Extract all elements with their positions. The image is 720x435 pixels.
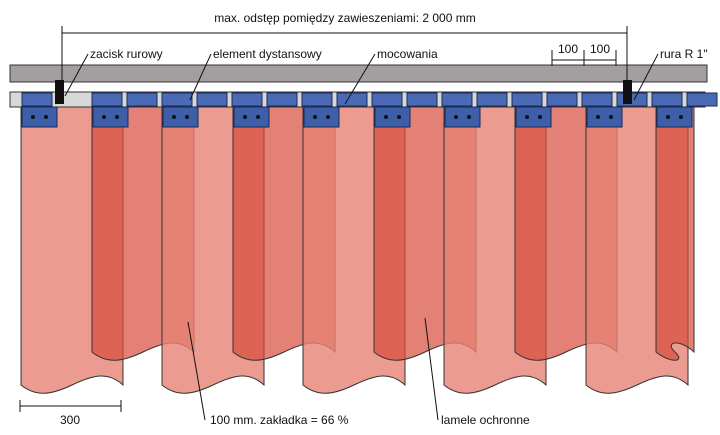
rivet <box>102 115 106 119</box>
rivet <box>397 115 401 119</box>
rivet <box>609 115 613 119</box>
spacer-segment <box>266 92 298 107</box>
spacer-segment <box>196 92 228 107</box>
strip <box>655 106 695 361</box>
rivet <box>384 115 388 119</box>
spacer-segment <box>581 92 613 107</box>
strips <box>20 106 695 394</box>
clamp-tab <box>656 106 693 128</box>
clamp-tab <box>586 106 623 128</box>
clamp-tab <box>515 106 552 128</box>
spacer-segment <box>161 92 193 107</box>
dimension-top: max. odstęp pomiędzy zawieszeniami: 2 00… <box>61 11 628 80</box>
hanger <box>623 80 632 104</box>
rivet <box>666 115 670 119</box>
clamp-tab <box>444 106 481 128</box>
rivet <box>454 115 458 119</box>
rivet <box>596 115 600 119</box>
clamp-tab <box>92 106 129 128</box>
labels: zacisk rurowy element dystansowy mocowan… <box>64 47 708 427</box>
label: zacisk rurowy <box>90 47 163 61</box>
rivet <box>115 115 119 119</box>
spacer-segment <box>126 92 158 107</box>
hanger <box>55 80 64 104</box>
dim-text: 100 <box>558 42 578 56</box>
spacer-segment <box>371 92 403 107</box>
rivet <box>172 115 176 119</box>
rivet <box>467 115 471 119</box>
spacer-segment <box>686 92 718 107</box>
spacer-segment <box>336 92 368 107</box>
leader <box>187 321 206 421</box>
spacer-segment <box>511 92 543 107</box>
rivet <box>243 115 247 119</box>
spacer-segment <box>231 92 263 107</box>
clamp-tab <box>233 106 270 128</box>
dim-text: 300 <box>60 413 80 427</box>
spacer-segment <box>91 92 123 107</box>
clamp-tab <box>162 106 199 128</box>
clamp-tab <box>374 106 411 128</box>
leader <box>424 317 439 421</box>
rivet <box>185 115 189 119</box>
rivet <box>44 115 48 119</box>
spacer-segment <box>21 92 53 107</box>
label: rura R 1" <box>660 47 708 61</box>
rivet <box>31 115 35 119</box>
clamp-tab <box>303 106 340 128</box>
hangers <box>55 80 632 104</box>
rivet <box>313 115 317 119</box>
rivet <box>538 115 542 119</box>
leader <box>633 53 659 101</box>
dim-text: max. odstęp pomiędzy zawieszeniami: 2 00… <box>214 11 475 25</box>
leader <box>344 53 376 105</box>
rivet <box>525 115 529 119</box>
clamp-tab <box>21 106 58 128</box>
label: 100 mm. zakładka = 66 % <box>210 413 349 427</box>
spacer-segment <box>441 92 473 107</box>
rivet <box>256 115 260 119</box>
spacer-segment <box>651 92 683 107</box>
label: lamele ochronne <box>441 413 530 427</box>
label: mocowania <box>377 47 438 61</box>
spacer-segment <box>476 92 508 107</box>
dim-text: 100 <box>590 42 610 56</box>
rivet <box>679 115 683 119</box>
rivet <box>326 115 330 119</box>
label: element dystansowy <box>213 47 322 61</box>
spacer-segment <box>406 92 438 107</box>
leader <box>64 53 89 97</box>
dimension-bottom: 300 <box>19 400 122 427</box>
leader <box>189 53 212 101</box>
spacer-segment <box>546 92 578 107</box>
spacer-segment <box>301 92 333 107</box>
support-rail <box>9 64 708 83</box>
